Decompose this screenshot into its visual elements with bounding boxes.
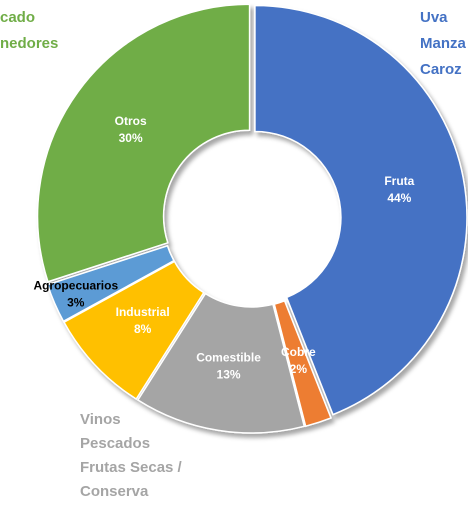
slice-label: Comestible bbox=[196, 350, 261, 364]
slice-value: 13% bbox=[217, 367, 241, 381]
slice-value: 44% bbox=[387, 191, 411, 205]
donut-slice bbox=[273, 299, 332, 428]
slices bbox=[36, 3, 468, 434]
slice-label: Otros bbox=[115, 114, 147, 128]
annotation: Vinos bbox=[80, 411, 121, 428]
annotation: Manza bbox=[420, 35, 467, 52]
slice-label: Industrial bbox=[116, 305, 170, 319]
slice-value: 8% bbox=[134, 322, 152, 336]
annotation: cado bbox=[0, 9, 35, 26]
annotation: Uva bbox=[420, 9, 448, 26]
annotation: Frutas Secas / bbox=[80, 459, 183, 476]
donut-slice bbox=[63, 260, 205, 401]
slice-label: Fruta bbox=[384, 174, 414, 188]
annotation: Conserva bbox=[80, 483, 149, 500]
donut-slice bbox=[254, 4, 468, 416]
slice-label: Agropecuarios bbox=[33, 278, 118, 292]
slice-value: 2% bbox=[290, 362, 308, 376]
donut-slice bbox=[36, 3, 251, 283]
annotation: nedores bbox=[0, 35, 58, 52]
annotation: Caroz bbox=[420, 61, 462, 78]
donut-slice bbox=[136, 292, 306, 434]
slice-value: 30% bbox=[119, 131, 143, 145]
donut-slice bbox=[46, 244, 175, 323]
annotation: Pescados bbox=[80, 435, 150, 452]
slice-label: Cobre bbox=[281, 345, 316, 359]
slice-value: 3% bbox=[67, 295, 85, 309]
